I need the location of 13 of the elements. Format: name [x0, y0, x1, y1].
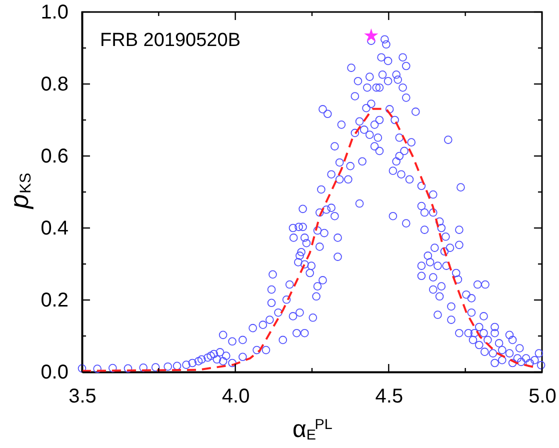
y-tick-label: 0.6 [40, 146, 68, 168]
y-tick-label: 1.0 [40, 2, 68, 24]
y-tick-label: 0.4 [40, 218, 68, 240]
y-tick-label: 0.2 [40, 290, 68, 312]
x-tick-label: 3.5 [68, 386, 96, 408]
y-tick-label: 0.0 [40, 362, 68, 384]
x-tick-label: 4.5 [375, 386, 404, 408]
x-axis-title: αEPL [292, 416, 332, 444]
y-tick-label: 0.8 [40, 74, 68, 96]
x-tick-label: 4.0 [222, 386, 250, 408]
x-tick-label: 5.0 [528, 386, 556, 408]
y-axis-title: pKS [4, 172, 35, 210]
annotation: FRB 20190520B [100, 30, 240, 51]
